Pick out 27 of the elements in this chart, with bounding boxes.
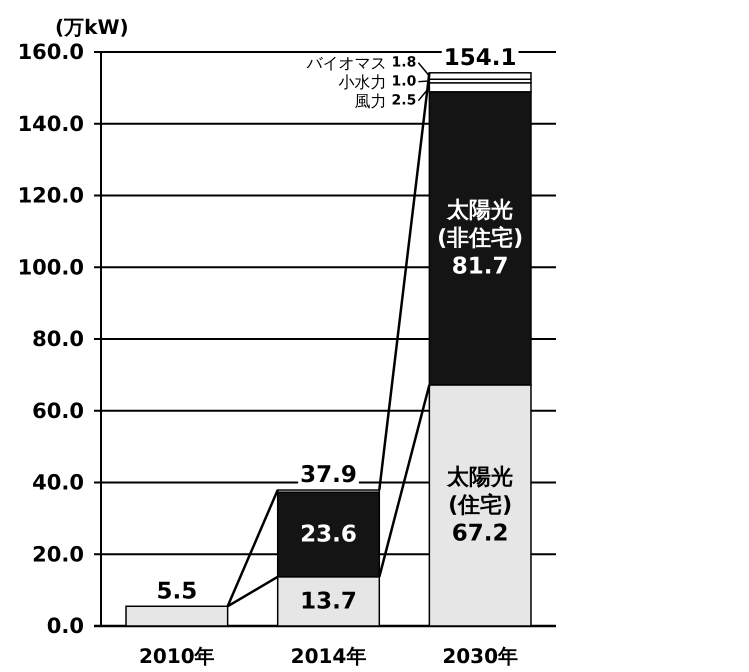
ytick-label: 120.0 <box>18 184 84 208</box>
ytick-label: 80.0 <box>32 327 84 351</box>
xtick-label: 2030年 <box>442 644 518 668</box>
segment-label: 太陽光 <box>447 464 514 490</box>
total-label: 154.1 <box>444 44 517 71</box>
xtick-label: 2010年 <box>139 644 215 668</box>
total-label: 5.5 <box>156 578 198 604</box>
ytick-label: 100.0 <box>18 255 84 280</box>
xtick-label: 2014年 <box>290 644 366 668</box>
ylabel: (万kW) <box>55 15 129 39</box>
callout-label: バイオマス 1.8 <box>306 53 416 72</box>
segment-label: 23.6 <box>300 522 357 548</box>
segment-label: 67.2 <box>452 520 509 546</box>
ytick-label: 60.0 <box>32 398 84 423</box>
segment-label: 81.7 <box>452 253 509 280</box>
ytick-label: 0.0 <box>46 614 84 638</box>
callout-label: 風力 2.5 <box>354 91 416 110</box>
segment-label: 13.7 <box>300 588 357 614</box>
segment-label: (住宅) <box>448 492 512 518</box>
segment-label: 太陽光 <box>447 198 514 223</box>
ytick-label: 20.0 <box>32 542 84 566</box>
segment-label: (非住宅) <box>437 226 524 251</box>
ytick-label: 40.0 <box>32 470 84 494</box>
ytick-label: 160.0 <box>18 40 84 64</box>
callout-label: 小水力 1.0 <box>338 72 416 92</box>
total-label: 37.9 <box>300 462 357 488</box>
ytick-label: 140.0 <box>18 112 84 136</box>
